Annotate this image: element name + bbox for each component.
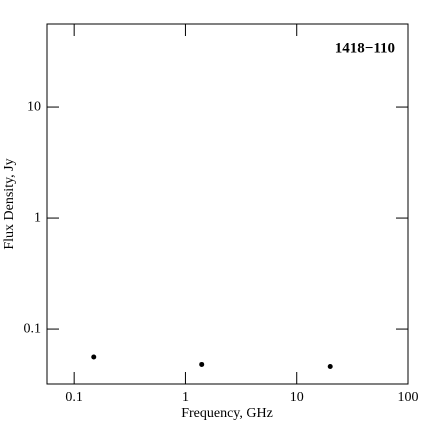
y-tick-label: 10 xyxy=(27,99,41,114)
y-tick-label: 1 xyxy=(34,210,41,225)
x-tick-label: 100 xyxy=(398,390,419,405)
y-axis-label: Flux Density, Jy xyxy=(2,158,17,249)
point xyxy=(199,361,205,367)
y-tick-label: 0.1 xyxy=(24,321,42,336)
x-axis-label: Frequency, GHz xyxy=(181,406,273,421)
x-tick-label: 1 xyxy=(182,390,189,405)
x-tick-label: 0.1 xyxy=(65,390,83,405)
x-tick-label: 10 xyxy=(290,390,304,405)
point xyxy=(327,364,333,370)
plot-frame xyxy=(46,23,409,385)
point xyxy=(91,354,97,360)
annotation: 1418−110 xyxy=(335,40,395,56)
